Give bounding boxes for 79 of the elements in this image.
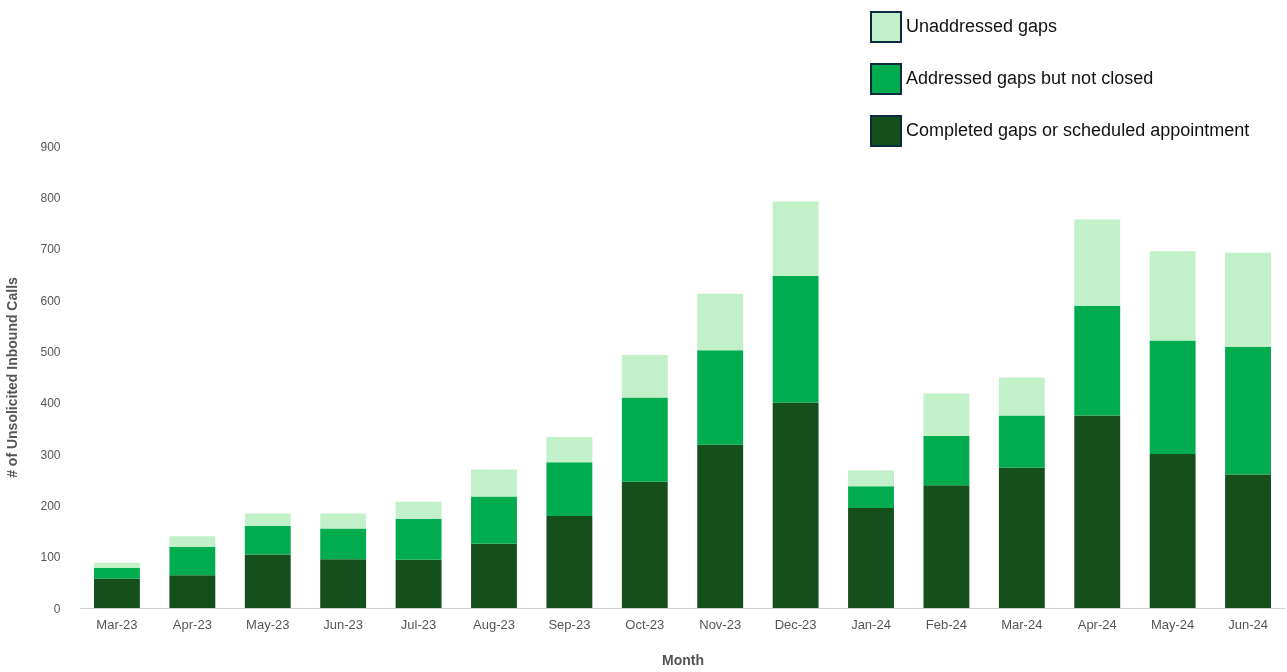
x-tick-label: Oct-23 [625, 616, 665, 632]
bar [471, 469, 517, 497]
y-tick-label: 800 [40, 190, 61, 205]
x-tick-label: Jun-23 [323, 616, 364, 632]
bar [244, 513, 291, 526]
bar [546, 462, 593, 517]
y-tick-label: 600 [40, 293, 61, 308]
x-tick-label: Mar-24 [1001, 616, 1043, 632]
bar [772, 402, 819, 608]
bar [998, 415, 1045, 468]
bar [772, 201, 819, 276]
y-tick-label: 300 [40, 447, 61, 462]
bar [320, 528, 367, 560]
x-tick-label: Feb-24 [925, 616, 968, 632]
x-tick-label: Mar-23 [96, 616, 138, 632]
bar [1074, 305, 1121, 416]
x-tick-label: Jan-24 [851, 616, 891, 632]
bar [923, 393, 970, 437]
bar [848, 470, 894, 487]
x-tick-label: Nov-23 [699, 616, 742, 632]
bar [546, 516, 593, 608]
bar [169, 546, 216, 576]
bar [244, 525, 291, 555]
x-tick-label: Dec-23 [774, 616, 817, 632]
bar [395, 501, 442, 519]
bar [395, 518, 442, 560]
bar [320, 513, 367, 529]
bar [998, 467, 1045, 608]
y-tick-label: 200 [40, 498, 61, 513]
bar [94, 567, 140, 579]
y-tick-label: 0 [53, 601, 61, 616]
bar [1225, 474, 1271, 608]
bar [1074, 415, 1121, 608]
bar [621, 354, 668, 398]
bar [621, 481, 668, 608]
y-tick-label: 700 [40, 242, 61, 257]
x-axis-title: Month [662, 651, 704, 668]
bar [471, 496, 517, 544]
bar [998, 377, 1045, 416]
bar [697, 444, 744, 608]
y-tick-label: 100 [40, 550, 61, 565]
x-tick-label: Jul-23 [400, 616, 437, 632]
legend-label: Unaddressed gaps [906, 16, 1058, 36]
y-tick-label: 400 [40, 396, 61, 411]
bar [1149, 454, 1196, 608]
bar [621, 397, 668, 482]
bar [94, 562, 140, 568]
bar [697, 350, 744, 445]
y-tick-label: 500 [40, 344, 61, 359]
x-tick-label: Jun-24 [1228, 616, 1268, 632]
bar [1149, 251, 1196, 341]
bar [395, 559, 442, 608]
bar [1074, 219, 1121, 306]
bar [1225, 346, 1271, 475]
legend-label: Addressed gaps but not closed [906, 68, 1154, 88]
bar [1149, 340, 1196, 454]
bar [546, 437, 593, 463]
y-tick-label: 900 [40, 139, 61, 154]
bar [169, 536, 216, 547]
x-tick-label: May-23 [246, 616, 290, 632]
bar [244, 554, 291, 608]
x-tick-label: Aug-23 [473, 616, 515, 632]
bar [848, 486, 894, 508]
x-tick-label: Apr-23 [172, 616, 212, 632]
bar [848, 507, 894, 608]
bar [94, 578, 140, 608]
bar [1225, 252, 1271, 347]
bar [697, 293, 744, 351]
x-tick-label: May-24 [1150, 616, 1195, 632]
bar [923, 436, 970, 486]
bar [320, 559, 367, 608]
x-tick-label: Apr-24 [1077, 616, 1117, 632]
x-tick-label: Sep-23 [548, 616, 591, 632]
bar [169, 575, 216, 608]
bar [471, 543, 517, 608]
legend-label: Completed gaps or scheduled appointment [906, 120, 1250, 140]
y-axis-title: # of Unsolicited Inbound Calls [4, 276, 21, 478]
bar [923, 485, 970, 608]
bar [772, 275, 819, 403]
